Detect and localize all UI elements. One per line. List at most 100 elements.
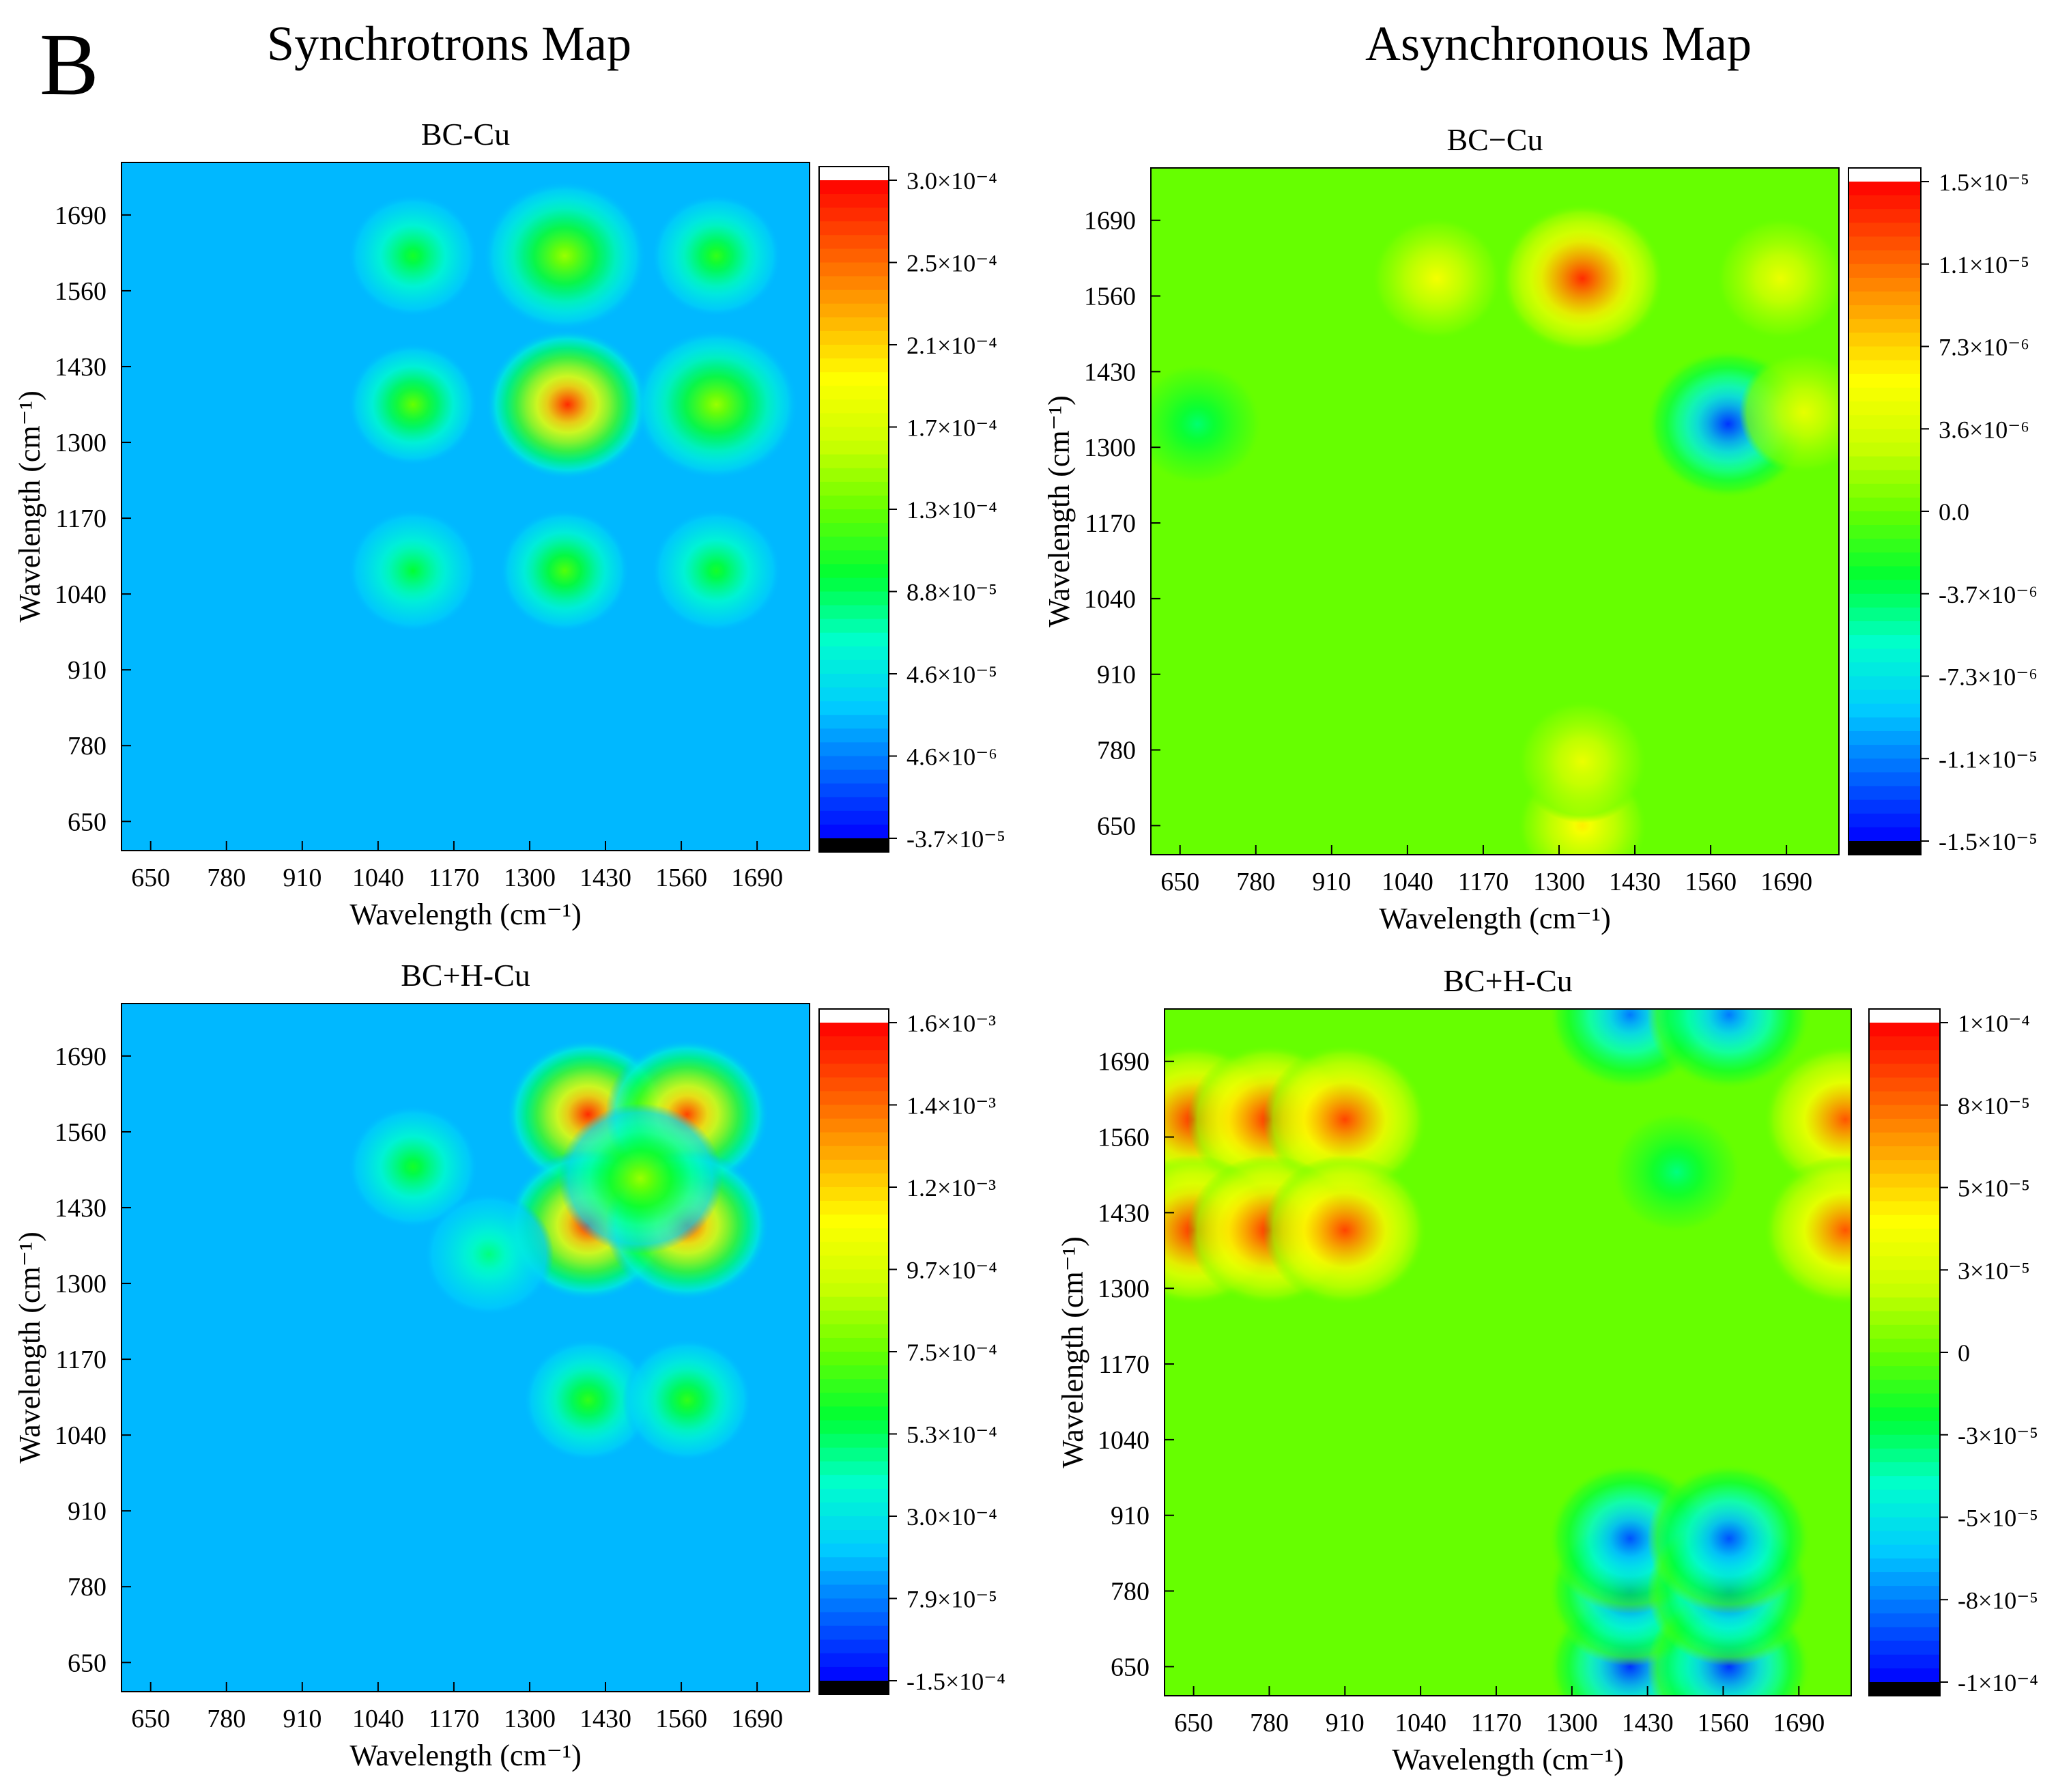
heatmap-peak bbox=[1517, 700, 1648, 823]
colorbar-band bbox=[1869, 1050, 1940, 1065]
colorbar-band bbox=[1869, 1490, 1940, 1505]
y-tick-label: 1300 bbox=[1084, 433, 1136, 462]
colorbar-bottom-cap bbox=[819, 1681, 889, 1694]
colorbar-band bbox=[1869, 1544, 1940, 1559]
colorbar-band bbox=[1848, 676, 1921, 691]
colorbar-band bbox=[1869, 1380, 1940, 1395]
colorbar-band bbox=[819, 1242, 889, 1257]
y-tick-label: 1300 bbox=[1098, 1275, 1150, 1303]
colorbar-band bbox=[1869, 1160, 1940, 1175]
colorbar-band bbox=[1848, 250, 1921, 265]
colorbar-band bbox=[819, 1146, 889, 1161]
heatmap-peak bbox=[1763, 1154, 1851, 1305]
y-tick-label: 650 bbox=[68, 808, 106, 836]
heatmap-peak bbox=[485, 329, 650, 480]
colorbar-band bbox=[819, 276, 889, 291]
heatmap-peak bbox=[622, 1338, 752, 1462]
heatmap-peak bbox=[1151, 362, 1263, 486]
colorbar-band bbox=[1869, 1407, 1940, 1422]
colorbar-tick-label: 3.6×10⁻⁶ bbox=[1939, 416, 2029, 443]
colorbar-band bbox=[1869, 1476, 1940, 1491]
colorbar-band bbox=[819, 1077, 889, 1092]
heatmap-peak bbox=[348, 343, 479, 466]
colorbar-tick-label: -1.5×10⁻⁵ bbox=[1939, 828, 2038, 855]
colorbar-band bbox=[1848, 497, 1921, 512]
colorbar-band bbox=[1869, 1586, 1940, 1601]
colorbar-band bbox=[819, 495, 889, 510]
y-tick-label: 1690 bbox=[1098, 1048, 1150, 1077]
colorbar-band bbox=[819, 1447, 889, 1462]
colorbar-band bbox=[1848, 662, 1921, 677]
x-tick-label: 1040 bbox=[1395, 1709, 1446, 1737]
colorbar-band bbox=[1848, 470, 1921, 485]
heatmap-peak bbox=[483, 180, 647, 331]
colorbar-band bbox=[819, 1475, 889, 1490]
y-tick-label: 650 bbox=[1097, 812, 1136, 840]
colorbar-band bbox=[1848, 758, 1921, 773]
chart-title: BC+H-Cu bbox=[1443, 963, 1573, 998]
chart-1: BC-Cu 650 780 910 1040 1170 1300 1430 1560 1690 65… bbox=[13, 117, 1005, 931]
colorbar-band bbox=[1848, 539, 1921, 554]
colorbar-band bbox=[1848, 607, 1921, 622]
colorbar-band bbox=[819, 399, 889, 414]
colorbar-band bbox=[1848, 332, 1921, 347]
colorbar-band bbox=[1869, 1462, 1940, 1477]
colorbar-band bbox=[819, 1584, 889, 1599]
colorbar-band bbox=[819, 1269, 889, 1284]
colorbar-band bbox=[819, 1214, 889, 1229]
colorbar-band bbox=[819, 1036, 889, 1051]
colorbar-band bbox=[819, 687, 889, 702]
colorbar-band bbox=[819, 605, 889, 620]
y-tick-label: 1300 bbox=[55, 429, 106, 457]
colorbar-band bbox=[1848, 182, 1921, 197]
y-tick-label: 1690 bbox=[55, 1042, 106, 1071]
x-tick-label: 1560 bbox=[655, 1705, 707, 1733]
colorbar-tick-label: -3×10⁻⁵ bbox=[1958, 1422, 2038, 1449]
heatmap-peak bbox=[1263, 1154, 1427, 1305]
colorbar-band bbox=[819, 1255, 889, 1270]
colorbar: 1.6×10⁻³ 1.4×10⁻³ 1.2×10⁻³ 9.7×10⁻⁴ 7.5×10⁻⁴… bbox=[818, 1008, 1005, 1695]
colorbar-band bbox=[819, 1310, 889, 1325]
colorbar-tick-label: 1.4×10⁻³ bbox=[906, 1092, 996, 1120]
colorbar-band bbox=[1869, 1668, 1940, 1683]
colorbar-tick-label: 1.2×10⁻³ bbox=[906, 1174, 996, 1201]
heatmap-peak bbox=[424, 1193, 554, 1316]
x-tick-label: 1040 bbox=[352, 1705, 404, 1733]
colorbar-band bbox=[819, 1091, 889, 1106]
colorbar: 3.0×10⁻⁴ 2.5×10⁻⁴ 2.1×10⁻⁴ 1.7×10⁻⁴ 1.3×10⁻⁴… bbox=[818, 166, 1005, 853]
colorbar-band bbox=[819, 235, 889, 250]
colorbar-band bbox=[819, 1502, 889, 1517]
x-tick-label: 1170 bbox=[429, 864, 480, 892]
colorbar-band bbox=[1869, 1214, 1940, 1229]
colorbar-tick-label: 4.6×10⁻⁵ bbox=[906, 661, 997, 688]
y-axis-label: Wavelength (cm⁻¹) bbox=[1042, 395, 1076, 627]
colorbar-tick-label: -1×10⁻⁴ bbox=[1958, 1669, 2038, 1696]
colorbar-band bbox=[819, 440, 889, 455]
plot-frame bbox=[121, 1003, 810, 1692]
colorbar-band bbox=[1848, 717, 1921, 732]
asynchronous-column-title: Asynchronous Map bbox=[1365, 16, 1752, 71]
x-tick-label: 1170 bbox=[1458, 868, 1509, 896]
colorbar-band bbox=[819, 1530, 889, 1545]
colorbar-band bbox=[1869, 1613, 1940, 1628]
colorbar-tick-label: -1.5×10⁻⁴ bbox=[906, 1668, 1005, 1695]
colorbar-band bbox=[1848, 415, 1921, 430]
y-tick-label: 780 bbox=[68, 1573, 106, 1602]
colorbar-band bbox=[1869, 1091, 1940, 1106]
y-tick-label: 1430 bbox=[1084, 358, 1136, 386]
colorbar-band bbox=[1869, 1297, 1940, 1312]
x-axis-label: Wavelength (cm⁻¹) bbox=[1379, 902, 1611, 935]
heatmap-peak bbox=[1739, 351, 1839, 474]
colorbar-band bbox=[819, 386, 889, 401]
colorbar-band bbox=[1869, 1228, 1940, 1243]
colorbar-band bbox=[1848, 772, 1921, 787]
y-tick-label: 910 bbox=[68, 1497, 106, 1526]
x-tick-label: 1430 bbox=[1609, 868, 1661, 896]
colorbar-band bbox=[819, 427, 889, 442]
x-tick-label: 1040 bbox=[352, 864, 404, 892]
colorbar-band bbox=[1869, 1270, 1940, 1285]
heatmap-peak bbox=[523, 1338, 653, 1462]
colorbar-band bbox=[1869, 1118, 1940, 1133]
x-tick-label: 650 bbox=[131, 1705, 170, 1733]
